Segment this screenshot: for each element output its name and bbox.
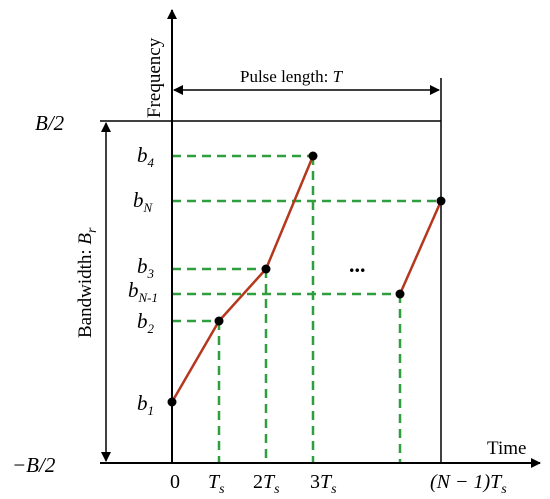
point-bN (436, 196, 446, 206)
y-tick-bottom: −B/2 (12, 453, 56, 477)
point-b1 (167, 397, 177, 407)
segment-2 (218, 268, 267, 322)
ellipsis: ... (349, 252, 366, 277)
x-tick-n-minus-1-ts: (N − 1)Ts (430, 471, 507, 497)
guide-lines (172, 154, 441, 463)
frequency-segments (170, 155, 443, 403)
level-label-b4: b4 (137, 143, 155, 170)
point-b2 (214, 316, 224, 326)
level-label-bN: bN (133, 188, 154, 215)
bandwidth-label: Bandwidth: Br (75, 227, 100, 338)
x-tick-ts: Ts (208, 471, 225, 497)
point-b3 (261, 264, 271, 274)
y-tick-top: B/2 (35, 111, 65, 135)
level-label-b1: b1 (137, 391, 154, 418)
x-tick-0: 0 (170, 471, 180, 493)
frequency-points (167, 151, 446, 407)
point-bN1 (395, 289, 405, 299)
x-tick-2ts: 2Ts (253, 471, 280, 497)
y-axis-label: Frequency (144, 37, 165, 118)
level-label-b2: b2 (137, 309, 155, 336)
segment-3 (264, 155, 315, 270)
pulse-length-label: Pulse length: T (240, 67, 344, 86)
x-tick-3ts: 3Ts (310, 471, 337, 497)
segment-1 (170, 320, 221, 403)
x-axis-label: Time (487, 438, 526, 459)
level-label-bN1: bN-1 (128, 278, 158, 305)
point-b4 (308, 151, 318, 161)
level-label-b3: b3 (137, 254, 155, 281)
segment-last (398, 200, 443, 295)
